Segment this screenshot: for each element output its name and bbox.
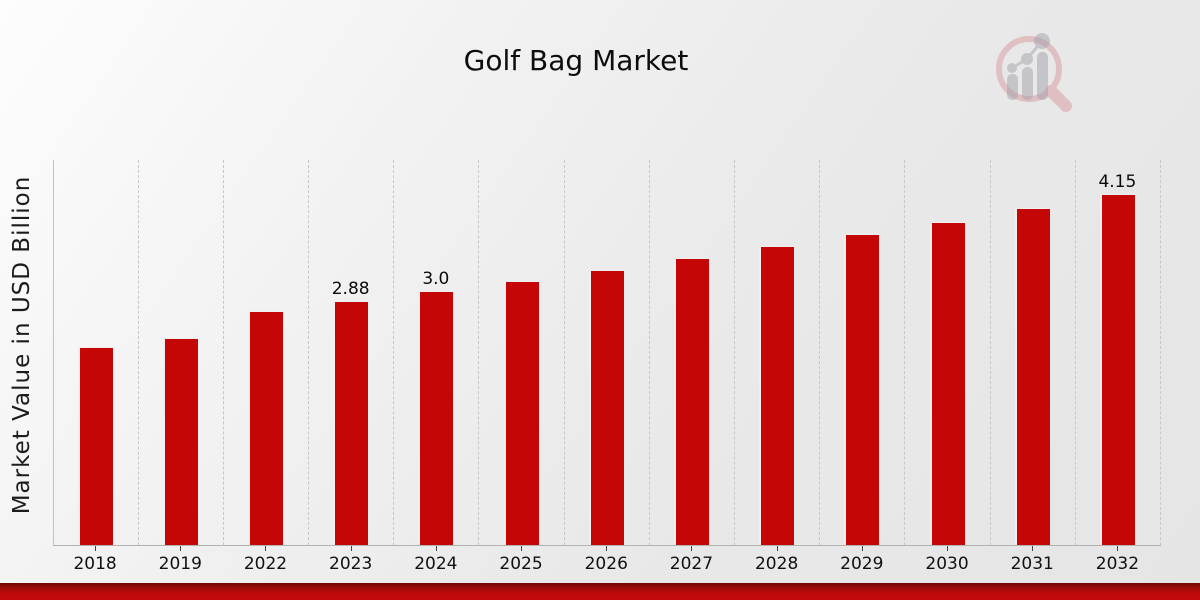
data-label-2024: 3.0 xyxy=(422,269,450,290)
x-tick-label-2026: 2026 xyxy=(584,554,628,574)
bar-2019 xyxy=(162,337,198,545)
x-tick xyxy=(435,546,437,551)
x-tick-label-2031: 2031 xyxy=(1010,554,1054,574)
x-tick-label-2018: 2018 xyxy=(73,554,117,574)
x-tick-label-2022: 2022 xyxy=(243,554,288,574)
data-label-2032: 4.15 xyxy=(1098,171,1137,192)
y-axis-line xyxy=(52,160,54,545)
x-tick xyxy=(691,546,693,551)
vertical-gridline xyxy=(563,160,565,545)
bar-2018 xyxy=(77,347,113,545)
bar-2029 xyxy=(844,234,880,545)
vertical-gridline xyxy=(648,160,650,545)
vertical-gridline xyxy=(904,160,906,545)
x-tick-label-2030: 2030 xyxy=(925,554,969,574)
bar-2031 xyxy=(1014,208,1050,545)
x-tick xyxy=(606,546,608,551)
vertical-gridline xyxy=(478,160,480,545)
vertical-gridline xyxy=(393,160,395,545)
bar-2025 xyxy=(503,281,539,545)
x-tick xyxy=(776,546,778,551)
bar-2022 xyxy=(247,310,283,545)
x-tick-label-2029: 2029 xyxy=(840,554,884,574)
vertical-gridline xyxy=(819,160,821,545)
x-tick-label-2025: 2025 xyxy=(499,554,543,574)
bar-2030 xyxy=(929,221,965,545)
vertical-gridline xyxy=(308,160,310,545)
x-tick-label-2019: 2019 xyxy=(158,554,202,574)
x-tick xyxy=(947,546,949,551)
market-research-future-logo-icon xyxy=(996,33,1072,112)
bottom-red-band xyxy=(0,583,1200,600)
x-tick-label-2028: 2028 xyxy=(754,554,799,574)
vertical-gridline xyxy=(137,160,139,545)
bar-2026 xyxy=(588,270,624,545)
x-tick-label-2027: 2027 xyxy=(669,554,714,574)
bar-2024 xyxy=(418,291,454,545)
x-tick xyxy=(95,546,97,551)
x-tick xyxy=(265,546,267,551)
chart-title: Golf Bag Market xyxy=(463,44,689,77)
vertical-gridline xyxy=(1160,160,1161,545)
x-tick xyxy=(180,546,182,551)
x-tick xyxy=(861,546,863,551)
x-tick xyxy=(1117,546,1119,551)
bar-2023 xyxy=(333,301,369,545)
x-tick xyxy=(521,546,523,551)
x-tick-label-2023: 2023 xyxy=(329,554,373,574)
x-tick xyxy=(350,546,352,551)
vertical-gridline xyxy=(989,160,991,545)
bar-2028 xyxy=(759,246,795,545)
x-tick-label-2032: 2032 xyxy=(1095,554,1140,574)
x-axis-line xyxy=(52,545,1161,546)
vertical-gridline xyxy=(734,160,736,545)
data-label-2023: 2.88 xyxy=(331,279,370,300)
bar-2027 xyxy=(673,258,709,545)
x-tick xyxy=(1032,546,1034,551)
vertical-gridline xyxy=(222,160,224,545)
vertical-gridline xyxy=(1074,160,1076,545)
bar-2032 xyxy=(1099,193,1135,545)
x-tick-label-2024: 2024 xyxy=(414,554,458,574)
